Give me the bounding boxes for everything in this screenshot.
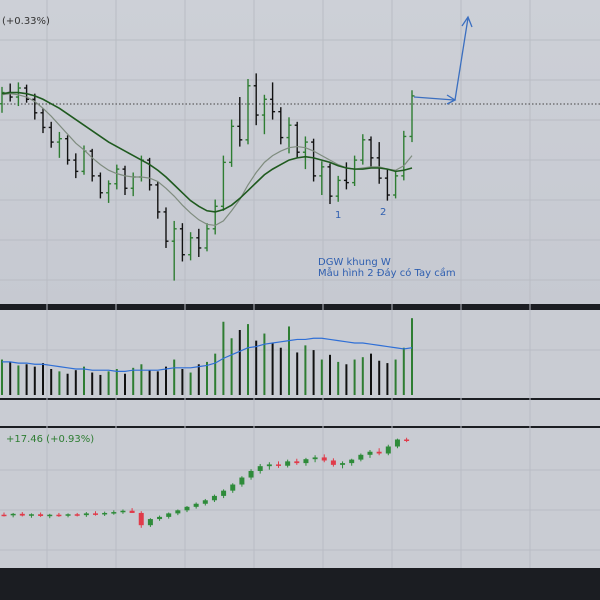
arrow-head-up — [461, 15, 473, 28]
index-candle-body — [376, 451, 382, 454]
index-candle-body — [65, 514, 71, 516]
index-candle-body — [1, 514, 7, 517]
index-candle-body — [221, 490, 227, 496]
index-candle-body — [157, 516, 163, 520]
index-candle-body — [394, 439, 400, 447]
index-candle-body — [83, 513, 89, 516]
bottom-bar — [0, 568, 600, 600]
index-candle-body — [285, 461, 291, 466]
index-candle-body — [230, 484, 236, 491]
bottom-1-label: 1 — [335, 210, 341, 221]
index-candle-body — [239, 477, 245, 485]
index-candle-body — [193, 503, 199, 507]
index-candle-body — [358, 454, 364, 460]
index-candle-body — [202, 500, 208, 504]
index-candle-body — [385, 446, 391, 454]
spacer-panel — [0, 400, 600, 426]
index-candle-body — [211, 495, 217, 501]
index-panel — [0, 428, 600, 568]
volume-panel — [0, 310, 600, 398]
index-candle-body — [120, 510, 126, 513]
index-candle-body — [19, 513, 25, 516]
index-candle-body — [330, 460, 336, 465]
index-change-label: +17.46 (+0.93%) — [6, 434, 94, 445]
index-candle-body — [93, 513, 98, 515]
price-change-label: (+0.33%) — [2, 16, 50, 27]
index-candle-body — [404, 439, 410, 441]
index-candle-body — [129, 510, 135, 513]
volume-ma-line — [2, 337, 413, 372]
price-panel — [0, 0, 600, 304]
index-candle-body — [276, 464, 281, 466]
forecast-arrows — [413, 15, 473, 105]
index-candle-body — [266, 464, 272, 467]
pattern-title-2: Mẫu hình 2 Đáy có Tay cầm — [318, 266, 456, 279]
forecast-arrow-flat — [413, 96, 455, 101]
index-candle-body — [147, 519, 153, 526]
ma-slow-line — [1, 91, 413, 213]
index-candle-body — [166, 513, 172, 517]
index-candle-body — [28, 514, 34, 516]
index-candle-body — [303, 459, 309, 464]
index-candle-body — [367, 451, 373, 455]
index-candle-body — [321, 457, 327, 461]
index-candle-body — [184, 506, 190, 511]
index-candle-body — [312, 457, 318, 460]
index-candle-body — [10, 513, 16, 516]
index-chart — [1, 437, 410, 528]
price-chart — [0, 73, 415, 281]
index-candle-body — [349, 459, 355, 464]
index-candle-body — [74, 514, 80, 516]
index-candle-body — [248, 470, 254, 478]
forecast-arrow-up — [454, 17, 469, 101]
grid-lines — [0, 0, 600, 568]
index-candle-body — [38, 514, 44, 517]
index-candle-body — [56, 514, 62, 517]
index-candle-body — [47, 514, 53, 517]
index-candle-body — [257, 466, 263, 471]
index-candle-body — [102, 512, 108, 515]
volume-chart — [1, 318, 413, 395]
pattern-title-1: DGW khung W — [318, 257, 391, 268]
index-candle-body — [294, 461, 300, 464]
index-candle-body — [340, 463, 346, 465]
index-candle-body — [138, 512, 144, 526]
index-candle-body — [175, 510, 181, 514]
index-candle-body — [111, 512, 117, 514]
bottom-2-label: 2 — [380, 207, 386, 218]
